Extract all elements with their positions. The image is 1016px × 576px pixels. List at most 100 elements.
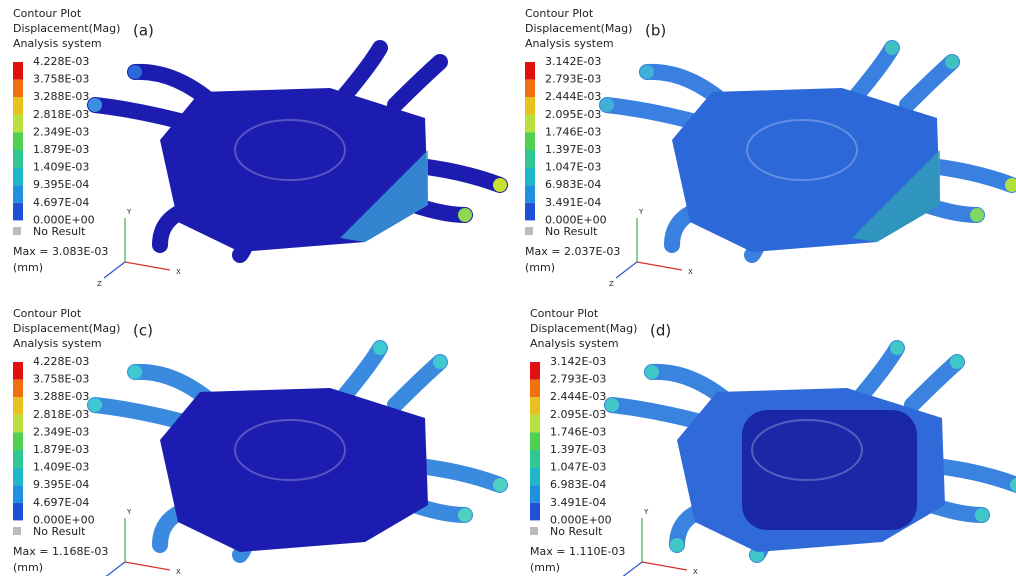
legend-label: 3.491E-04 [550, 496, 606, 509]
legend-band [13, 115, 23, 133]
legend-label: 1.397E-03 [545, 143, 601, 156]
arm-tip [458, 508, 472, 522]
header-line: Displacement(Mag) [13, 322, 120, 335]
arm-tip [970, 208, 984, 222]
legend-label: 1.879E-03 [33, 143, 89, 156]
no-result-swatch [525, 227, 533, 235]
panel-label: (d) [650, 322, 671, 340]
arm [857, 48, 892, 95]
arm-tip [153, 538, 167, 552]
arm-tip [153, 238, 167, 252]
arm-tip [670, 538, 684, 552]
axis-label: Y [126, 208, 132, 216]
arm-tip [433, 55, 447, 69]
arm-tip [373, 341, 387, 355]
legend-label: 3.288E-03 [33, 90, 89, 103]
header-line: Displacement(Mag) [13, 22, 120, 35]
legend-band [13, 450, 23, 468]
legend-band [13, 132, 23, 150]
legend-band [530, 397, 540, 415]
axis-label: Y [643, 508, 649, 516]
panel-label: (b) [645, 22, 666, 40]
legend-label: 2.095E-03 [550, 408, 606, 421]
legend-label: 9.395E-04 [33, 178, 89, 191]
legend-label: 3.758E-03 [33, 373, 89, 386]
legend-label: 4.697E-04 [33, 496, 89, 509]
part-body [160, 388, 428, 552]
axis-label: X [693, 568, 698, 576]
arm-tip [945, 55, 959, 69]
no-result-label: No Result [33, 525, 86, 538]
legend-band [530, 380, 540, 398]
arm-tip [88, 98, 102, 112]
unit: (mm) [13, 561, 43, 574]
legend-label: 2.793E-03 [550, 373, 606, 386]
legend-label: 4.228E-03 [33, 55, 89, 68]
legend-band [13, 80, 23, 98]
axis-z [621, 562, 642, 576]
legend-band [13, 203, 23, 221]
legend-label: 4.697E-04 [33, 196, 89, 209]
part-model [600, 41, 1016, 262]
panel-label: (a) [133, 22, 154, 40]
axis-z [104, 262, 125, 278]
legend-band [13, 62, 23, 80]
arm-tip [600, 98, 614, 112]
legend-band [13, 97, 23, 115]
axis-label: X [176, 568, 181, 576]
legend-label: 3.491E-04 [545, 196, 601, 209]
no-result-swatch [13, 527, 21, 535]
legend-band [13, 397, 23, 415]
legend-label: 1.047E-03 [550, 461, 606, 474]
legend-band [530, 450, 540, 468]
arm-tip [890, 341, 904, 355]
axis-label: X [688, 268, 693, 276]
legend-band [13, 362, 23, 380]
arm-tip [128, 65, 142, 79]
legend-label: 1.879E-03 [33, 443, 89, 456]
legend-band [530, 432, 540, 450]
panel-label: (c) [133, 322, 153, 340]
legend-band [525, 168, 535, 186]
legend-label: 6.983E-04 [550, 478, 606, 491]
axis-label: Y [638, 208, 644, 216]
part-model [88, 41, 507, 262]
axis-z [616, 262, 637, 278]
arm [395, 62, 440, 105]
arm-tip [88, 398, 102, 412]
arm [395, 362, 440, 405]
legend-band [530, 362, 540, 380]
arm-tip [493, 178, 507, 192]
legend-band [530, 468, 540, 486]
unit: (mm) [525, 261, 555, 274]
legend-label: 3.758E-03 [33, 73, 89, 86]
legend-band [525, 115, 535, 133]
part-model [605, 341, 1016, 562]
arm-tip [373, 41, 387, 55]
header-line: Contour Plot [13, 7, 82, 20]
axis-label: X [176, 268, 181, 276]
legend-label: 3.142E-03 [545, 55, 601, 68]
legend-band [13, 168, 23, 186]
legend-label: 2.349E-03 [33, 425, 89, 438]
arm-tip [665, 238, 679, 252]
legend-band [525, 62, 535, 80]
legend-band [13, 380, 23, 398]
arm-tip [458, 208, 472, 222]
legend-band [525, 185, 535, 203]
arm-tip [493, 478, 507, 492]
unit: (mm) [530, 561, 560, 574]
legend-label: 1.746E-03 [550, 425, 606, 438]
arm-tip [885, 41, 899, 55]
legend-label: 1.397E-03 [550, 443, 606, 456]
arm-tip [605, 398, 619, 412]
legend-band [13, 150, 23, 168]
axis-x [637, 262, 682, 270]
arm [907, 62, 952, 105]
header-line: Displacement(Mag) [525, 22, 632, 35]
legend-band [525, 150, 535, 168]
legend-band [13, 432, 23, 450]
arm [345, 48, 380, 95]
axis-x [125, 562, 170, 570]
